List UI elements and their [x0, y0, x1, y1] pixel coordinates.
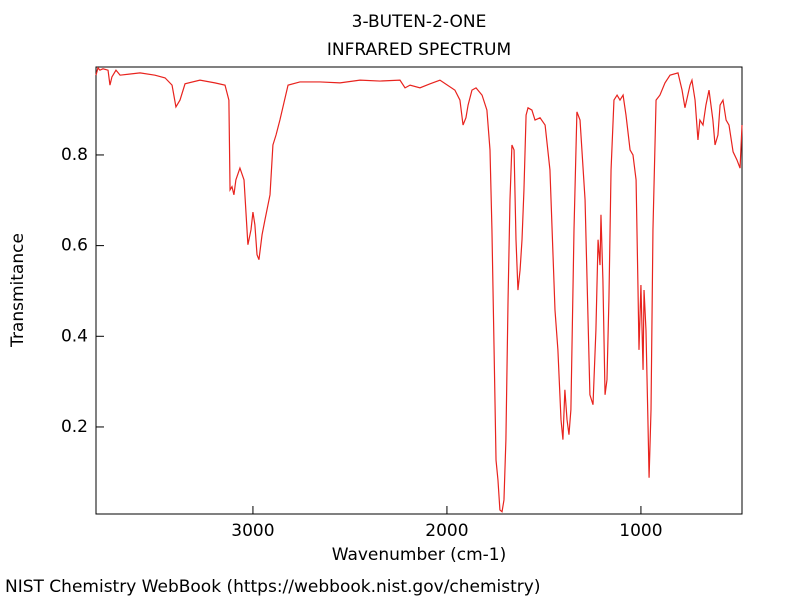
x-tick-label: 2000	[425, 521, 468, 541]
y-tick-label: 0.6	[61, 236, 88, 256]
source-note: NIST Chemistry WebBook (https://webbook.…	[5, 577, 540, 597]
x-axis-label: Wavenumber (cm-1)	[332, 545, 507, 565]
y-axis-label: Transmitance	[8, 233, 28, 348]
x-tick-label: 3000	[231, 521, 274, 541]
y-tick-label: 0.8	[61, 145, 88, 165]
x-tick-label: 1000	[619, 521, 662, 541]
chart-title: 3-BUTEN-2-ONE	[352, 12, 487, 32]
y-tick-label: 0.4	[61, 326, 88, 346]
plot-frame	[95, 66, 743, 515]
y-tick-label: 0.2	[61, 417, 88, 437]
spectrum-line	[95, 66, 743, 513]
chart-subtitle: INFRARED SPECTRUM	[327, 40, 511, 60]
